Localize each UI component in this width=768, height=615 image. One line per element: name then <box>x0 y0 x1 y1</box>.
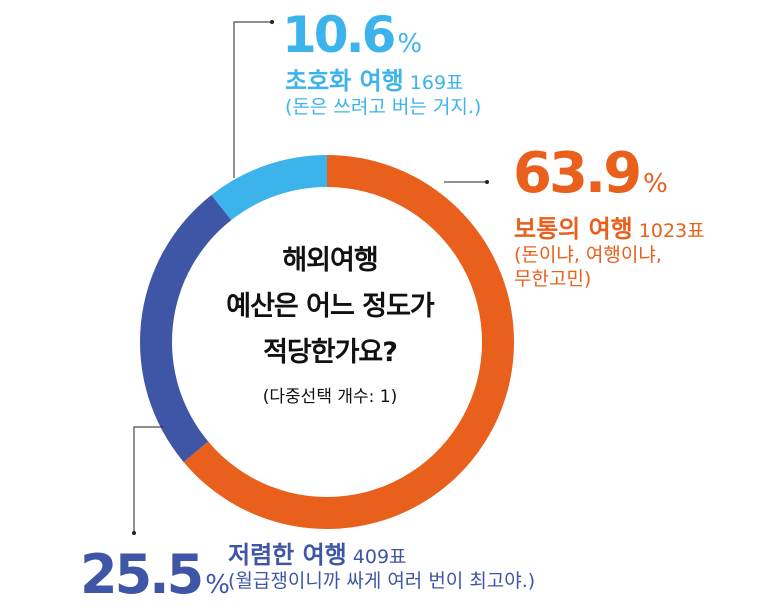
slice-votes: 409표 <box>352 546 407 568</box>
slice-description: 무한고민) <box>514 267 592 290</box>
slice-percent-budget: 25.5% <box>80 548 230 602</box>
slice-label-normal: 보통의 여행 1023표 (돈이냐, 여행이냐, 무한고민) <box>514 214 705 292</box>
percent-symbol: % <box>205 570 230 600</box>
slice-percent-value: 25.5 <box>80 543 204 606</box>
chart-title-line-1: 해외여행 <box>282 245 378 276</box>
slice-name: 초호화 여행 <box>285 67 404 95</box>
chart-subtitle: (다중선택 개수: 1) <box>262 387 398 407</box>
slice-label-budget: 저렴한 여행 409표 (월급쟁이니까 싸게 여러 번이 최고야.) <box>228 540 535 594</box>
slice-budget <box>139 194 232 463</box>
leader-line-budget <box>133 426 163 533</box>
percent-symbol: % <box>643 169 668 199</box>
slice-label-luxury: 초호화 여행 169표 (돈은 쓰려고 버는 거지.) <box>285 66 481 120</box>
leader-line-normal-dot <box>485 180 489 184</box>
slice-percent-luxury: 10.6% <box>282 10 422 60</box>
slice-percent-value: 10.6 <box>282 6 396 64</box>
slice-name: 저렴한 여행 <box>228 541 347 569</box>
slice-normal <box>183 155 514 529</box>
slice-percent-normal: 63.9% <box>513 146 668 202</box>
percent-symbol: % <box>397 29 423 59</box>
slice-votes: 169표 <box>409 72 464 94</box>
chart-title-line-3: 적당한가요? <box>263 337 398 368</box>
chart-title-line-2: 예산은 어느 정도가 <box>226 291 435 322</box>
slice-votes: 1023표 <box>638 220 705 242</box>
chart-center-question: 해외여행 예산은 어느 정도가 적당한가요? (다중선택 개수: 1) <box>190 238 470 407</box>
slice-percent-value: 63.9 <box>513 141 642 206</box>
slice-name: 보통의 여행 <box>514 215 633 243</box>
slice-description: (월급쟁이니까 싸게 여러 번이 최고야.) <box>228 570 536 592</box>
leader-line-luxury <box>233 21 272 178</box>
slice-description: (돈은 쓰려고 버는 거지.) <box>285 96 482 118</box>
slice-luxury <box>211 155 327 221</box>
leader-line-luxury-dot <box>270 20 274 24</box>
slice-description: (돈이냐, 여행이냐, <box>514 244 662 266</box>
leader-line-budget-dot <box>132 531 136 535</box>
